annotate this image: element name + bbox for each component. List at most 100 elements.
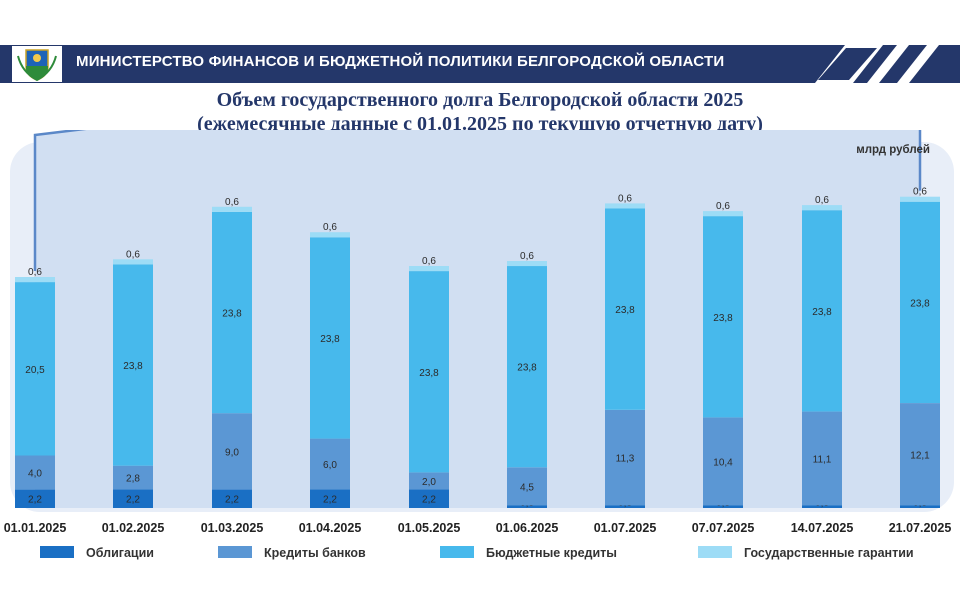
bar-value-label: 23,8 bbox=[419, 368, 439, 379]
bar-segment bbox=[703, 505, 743, 508]
bar-value-label: 11,1 bbox=[813, 455, 832, 466]
x-tick-label: 01.06.2025 bbox=[496, 521, 559, 535]
bar-value-label: 2,8 bbox=[126, 474, 140, 485]
legend-label: Кредиты банков bbox=[264, 546, 366, 560]
bar-segment bbox=[310, 232, 350, 238]
bar-value-label: 6,0 bbox=[323, 460, 337, 471]
bar-value-label: 23,8 bbox=[517, 363, 537, 374]
bar-segment bbox=[900, 505, 940, 508]
legend-swatch bbox=[40, 546, 74, 558]
bar-segment bbox=[15, 277, 55, 283]
chart-area: 2,2 4,0 20,5 0,6 01.01.2025 2,2 2,8 23,8 0,6 01.0… bbox=[0, 130, 960, 600]
bar-value-label: 23,8 bbox=[713, 313, 733, 324]
bar-value-label: 9,0 bbox=[225, 447, 239, 458]
bar-value-label: 23,8 bbox=[222, 309, 242, 320]
bar-segment bbox=[703, 216, 743, 418]
bar-segment bbox=[409, 472, 449, 490]
x-tick-label: 14.07.2025 bbox=[791, 521, 854, 535]
bar-segment bbox=[113, 259, 153, 265]
bar-value-label: 0,6 bbox=[323, 222, 337, 233]
bar-segment bbox=[310, 237, 350, 439]
x-tick-label: 01.07.2025 bbox=[594, 521, 657, 535]
legend-label: Облигации bbox=[86, 546, 154, 560]
x-tick-label: 01.01.2025 bbox=[4, 521, 67, 535]
bar-segment bbox=[113, 465, 153, 490]
bar-value-label: 0,6 bbox=[28, 267, 42, 278]
bar-value-label: 20,5 bbox=[25, 365, 45, 376]
x-tick-label: 21.07.2025 bbox=[889, 521, 952, 535]
legend-swatch bbox=[698, 546, 732, 558]
header-title: МИНИСТЕРСТВО ФИНАНСОВ И БЮДЖЕТНОЙ ПОЛИТИ… bbox=[76, 53, 725, 70]
header-bar bbox=[0, 45, 960, 83]
bar-value-label: 2,2 bbox=[323, 495, 337, 506]
bar-segment bbox=[802, 210, 842, 412]
bar-segment bbox=[900, 201, 940, 403]
bar-value-label: 23,8 bbox=[123, 361, 143, 372]
bar-segment bbox=[409, 489, 449, 508]
bar-segment bbox=[703, 417, 743, 506]
bar-segment bbox=[113, 264, 153, 466]
bar-segment bbox=[605, 203, 645, 209]
legend-swatch bbox=[440, 546, 474, 558]
bar-value-label: 0,6 bbox=[225, 197, 239, 208]
region-emblem-icon bbox=[12, 46, 62, 82]
bar-value-label: 23,8 bbox=[615, 305, 635, 316]
chart-title-line1: Объем государственного долга Белгородско… bbox=[216, 89, 744, 111]
bar-value-label: 0,6 bbox=[716, 201, 730, 212]
x-tick-label: 01.05.2025 bbox=[398, 521, 461, 535]
bar-value-label: 23,8 bbox=[320, 334, 340, 345]
legend-label: Государственные гарантии bbox=[744, 546, 914, 560]
header-stripes-decoration bbox=[815, 45, 939, 83]
bar-value-label: 2,0 bbox=[422, 477, 436, 488]
bar-segment bbox=[212, 211, 252, 414]
bar-segment bbox=[212, 206, 252, 212]
chart-title: Объем государственного долга Белгородско… bbox=[0, 88, 960, 136]
total-debt-area bbox=[35, 130, 920, 508]
bar-value-label: 2,2 bbox=[225, 495, 239, 506]
x-tick-label: 07.07.2025 bbox=[692, 521, 755, 535]
stacked-bar-chart: 2,2 4,0 20,5 0,6 01.01.2025 2,2 2,8 23,8 0,6 01.0… bbox=[4, 130, 954, 560]
bar-segment bbox=[802, 411, 842, 506]
bar-value-label: 0,6 bbox=[913, 187, 927, 198]
bar-segment bbox=[212, 489, 252, 508]
bar-segment bbox=[900, 403, 940, 506]
bar-value-label: 23,8 bbox=[812, 307, 832, 318]
bar-value-label: 2,2 bbox=[28, 495, 42, 506]
legend-label: Бюджетные кредиты bbox=[486, 546, 617, 560]
bar-segment bbox=[605, 409, 645, 506]
bar-segment bbox=[113, 489, 153, 508]
x-tick-label: 01.02.2025 bbox=[102, 521, 165, 535]
bar-segment bbox=[15, 455, 55, 490]
bar-value-label: 12,1 bbox=[910, 450, 930, 461]
bar-value-label: 0,6 bbox=[520, 251, 534, 262]
bar-segment bbox=[507, 266, 547, 468]
x-tick-label: 01.04.2025 bbox=[299, 521, 362, 535]
bar-segment bbox=[703, 211, 743, 217]
bar-segment bbox=[409, 271, 449, 473]
bar-value-label: 0,6 bbox=[618, 193, 632, 204]
x-tick-label: 01.03.2025 bbox=[201, 521, 264, 535]
bar-value-label: 10,4 bbox=[713, 458, 733, 469]
bar-segment bbox=[310, 438, 350, 490]
bar-value-label: 23,8 bbox=[910, 298, 930, 309]
bar-segment bbox=[900, 196, 940, 202]
bar-value-label: 0,6 bbox=[422, 256, 436, 267]
bar-value-label: 0,6 bbox=[815, 195, 829, 206]
bar-segment bbox=[507, 467, 547, 506]
bar-segment bbox=[409, 266, 449, 272]
bar-value-label: 0,6 bbox=[126, 249, 140, 260]
bar-segment bbox=[310, 489, 350, 508]
bar-value-label: 2,2 bbox=[126, 495, 140, 506]
bar-segment bbox=[605, 505, 645, 508]
bar-segment bbox=[802, 205, 842, 211]
bar-value-label: 4,0 bbox=[28, 469, 42, 480]
bar-segment bbox=[507, 261, 547, 267]
legend-swatch bbox=[218, 546, 252, 558]
bar-value-label: 2,2 bbox=[422, 495, 436, 506]
bar-segment bbox=[212, 413, 252, 490]
bar-segment bbox=[507, 505, 547, 508]
bar-segment bbox=[605, 208, 645, 410]
bar-segment bbox=[15, 282, 55, 456]
bar-value-label: 4,5 bbox=[520, 482, 534, 493]
bar-segment bbox=[802, 505, 842, 508]
